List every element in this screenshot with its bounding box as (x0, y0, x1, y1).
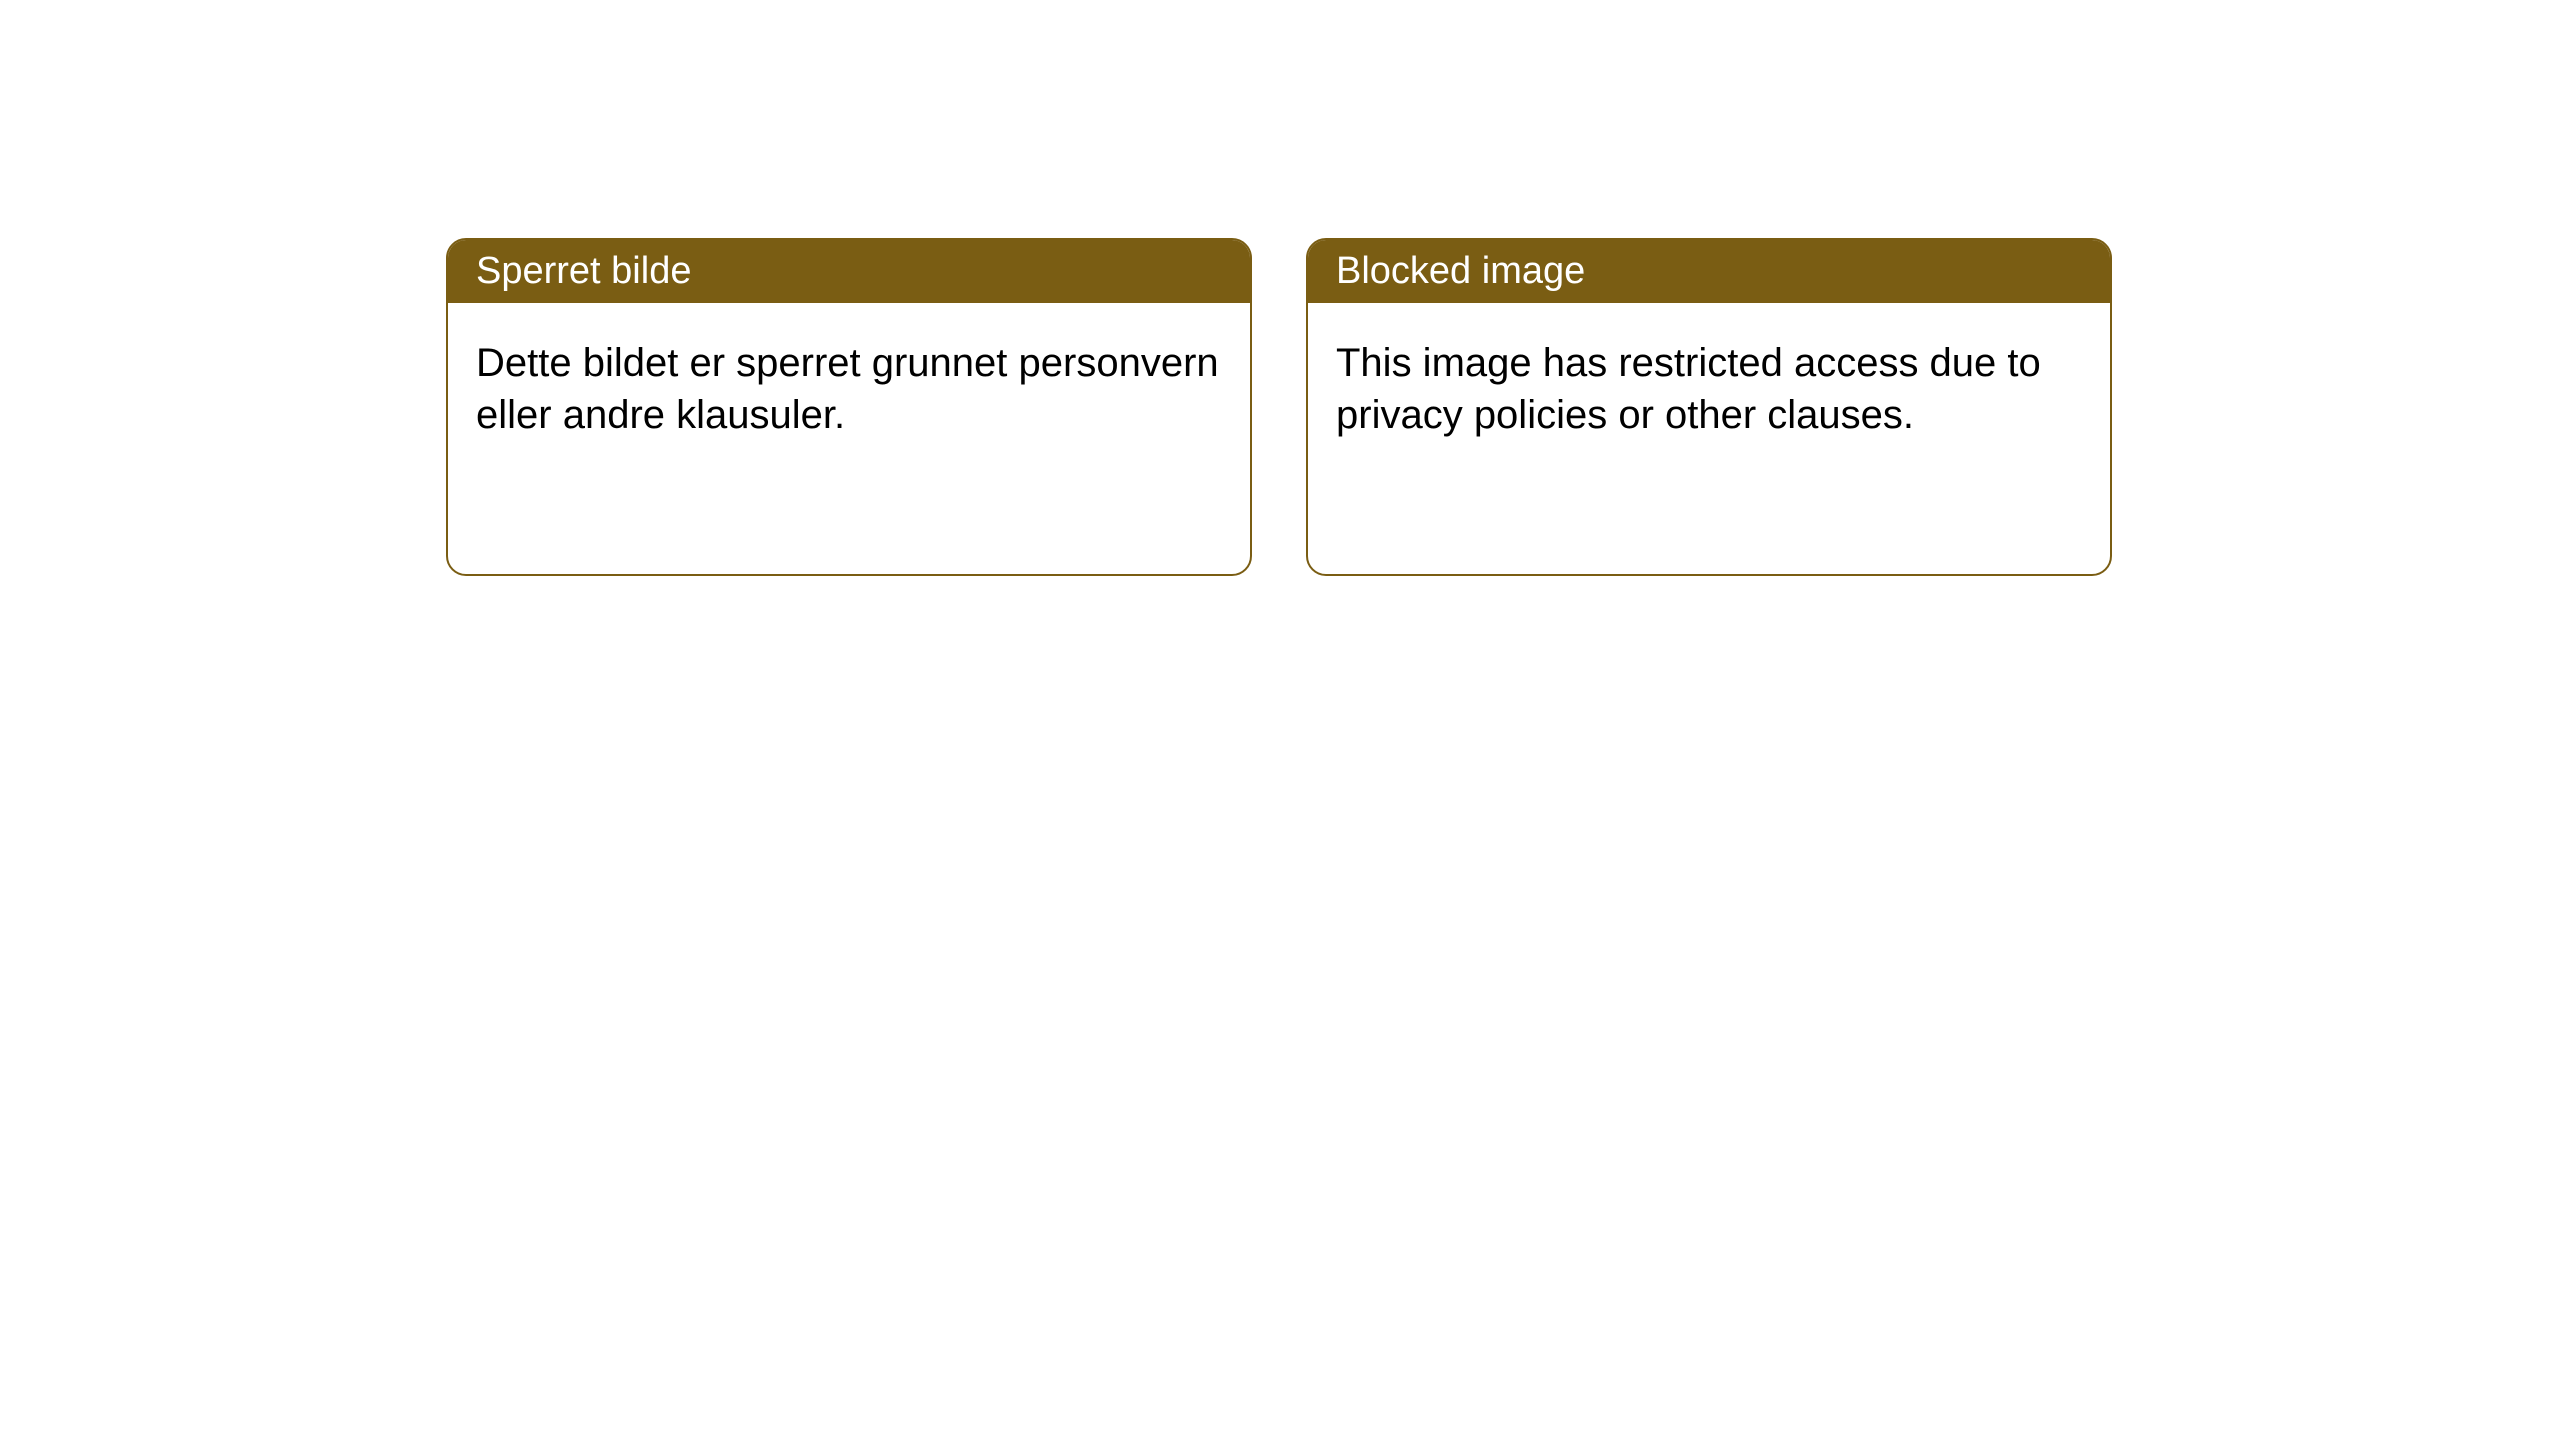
notice-body: This image has restricted access due to … (1308, 303, 2110, 475)
notice-body: Dette bildet er sperret grunnet personve… (448, 303, 1250, 475)
notice-card-norwegian: Sperret bilde Dette bildet er sperret gr… (446, 238, 1252, 576)
notice-container: Sperret bilde Dette bildet er sperret gr… (0, 0, 2560, 576)
notice-card-english: Blocked image This image has restricted … (1306, 238, 2112, 576)
notice-header: Blocked image (1308, 240, 2110, 303)
notice-header: Sperret bilde (448, 240, 1250, 303)
